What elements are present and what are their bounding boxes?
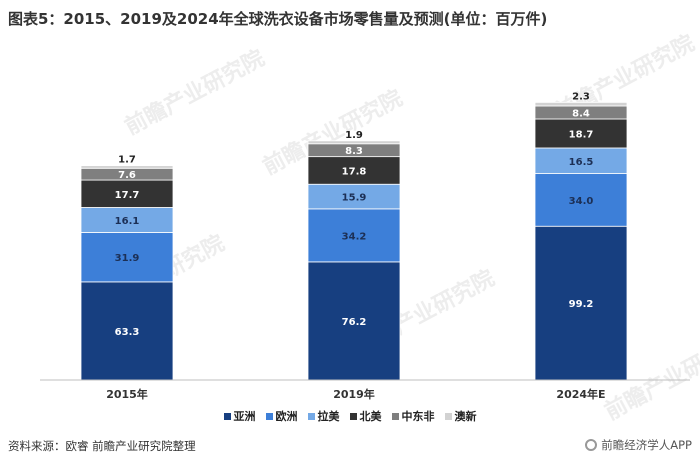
- x-tick-label-1: 2019年: [333, 387, 375, 401]
- bar-segment-0-1: [80, 232, 174, 283]
- data-label-0-1: 31.9: [115, 253, 140, 264]
- data-label-0-2: 16.1: [115, 216, 140, 227]
- data-label-1-4: 8.3: [345, 146, 363, 157]
- watermark-text: 前瞻产业研究院: [121, 45, 269, 140]
- bars-layer: 63.3 31.9 16.1 17.7 7.6 1.7 76.2 34.2 15.9 17.8 8.…: [80, 91, 628, 381]
- bar-segment-0-0: [80, 281, 174, 381]
- data-label-2-0: 99.2: [569, 299, 594, 310]
- x-tick-label-0: 2015年: [106, 387, 148, 401]
- data-label-1-2: 15.9: [342, 193, 367, 204]
- legend-item-4: 中东非: [391, 408, 435, 424]
- data-label-1-0: 76.2: [342, 317, 367, 328]
- data-label-1-5: 1.9: [345, 130, 363, 141]
- legend-label: 拉美: [317, 410, 340, 423]
- legend-swatch: [444, 412, 452, 420]
- brand-badge: 前瞻经济学人APP: [585, 437, 692, 453]
- bar-segment-1-5: [307, 140, 401, 145]
- bar-segment-2-1: [534, 173, 628, 227]
- bar-segment-2-5: [534, 101, 628, 107]
- bar-segment-1-0: [307, 261, 401, 381]
- legend-item-0: 亚洲: [223, 408, 256, 424]
- data-label-0-0: 63.3: [115, 327, 140, 338]
- brand-logo-icon: [585, 439, 598, 451]
- bar-segment-0-2: [80, 207, 174, 233]
- legend-item-1: 欧洲: [265, 408, 298, 424]
- legend-item-2: 拉美: [307, 408, 340, 424]
- data-label-2-1: 34.0: [569, 196, 594, 207]
- legend-label: 中东非: [401, 410, 435, 423]
- data-label-1-3: 17.8: [342, 166, 367, 177]
- legend-label: 欧洲: [275, 410, 298, 423]
- legend-swatch: [307, 412, 315, 420]
- data-label-0-3: 17.7: [115, 190, 140, 201]
- data-label-0-4: 7.6: [118, 170, 136, 181]
- brand-label: 前瞻经济学人APP: [601, 438, 692, 452]
- legend-swatch: [391, 412, 399, 420]
- bar-segment-1-3: [307, 156, 401, 185]
- data-label-2-2: 16.5: [569, 157, 594, 168]
- bar-segment-2-3: [534, 118, 628, 149]
- legend-label: 澳新: [454, 410, 477, 423]
- bar-segment-2-0: [534, 225, 628, 381]
- bar-segment-0-5: [80, 165, 174, 169]
- legend-swatch: [223, 412, 231, 420]
- legend-label: 亚洲: [233, 410, 256, 423]
- bar-segment-1-2: [307, 183, 401, 210]
- data-label-0-5: 1.7: [118, 155, 136, 166]
- data-label-1-1: 34.2: [342, 231, 367, 242]
- legend-item-3: 北美: [349, 408, 382, 424]
- chart-title: 图表5：2015、2019及2024年全球洗衣设备市场零售量及预测(单位：百万件…: [8, 10, 548, 28]
- data-label-2-4: 8.4: [572, 108, 590, 119]
- x-tick-label-2: 2024年E: [556, 387, 605, 401]
- x-labels-layer: 2015年 2019年 2024年E: [106, 387, 605, 401]
- bar-segment-2-2: [534, 147, 628, 174]
- data-label-2-3: 18.7: [569, 129, 594, 140]
- legend-label: 北美: [359, 410, 382, 423]
- legend-swatch: [265, 412, 273, 420]
- legend: 亚洲 欧洲 拉美 北美 中东非 澳新: [0, 408, 700, 424]
- legend-item-5: 澳新: [444, 408, 477, 424]
- data-label-2-5: 2.3: [572, 91, 590, 102]
- legend-swatch: [349, 412, 357, 420]
- source-note: 资料来源：欧睿 前瞻产业研究院整理: [8, 439, 196, 453]
